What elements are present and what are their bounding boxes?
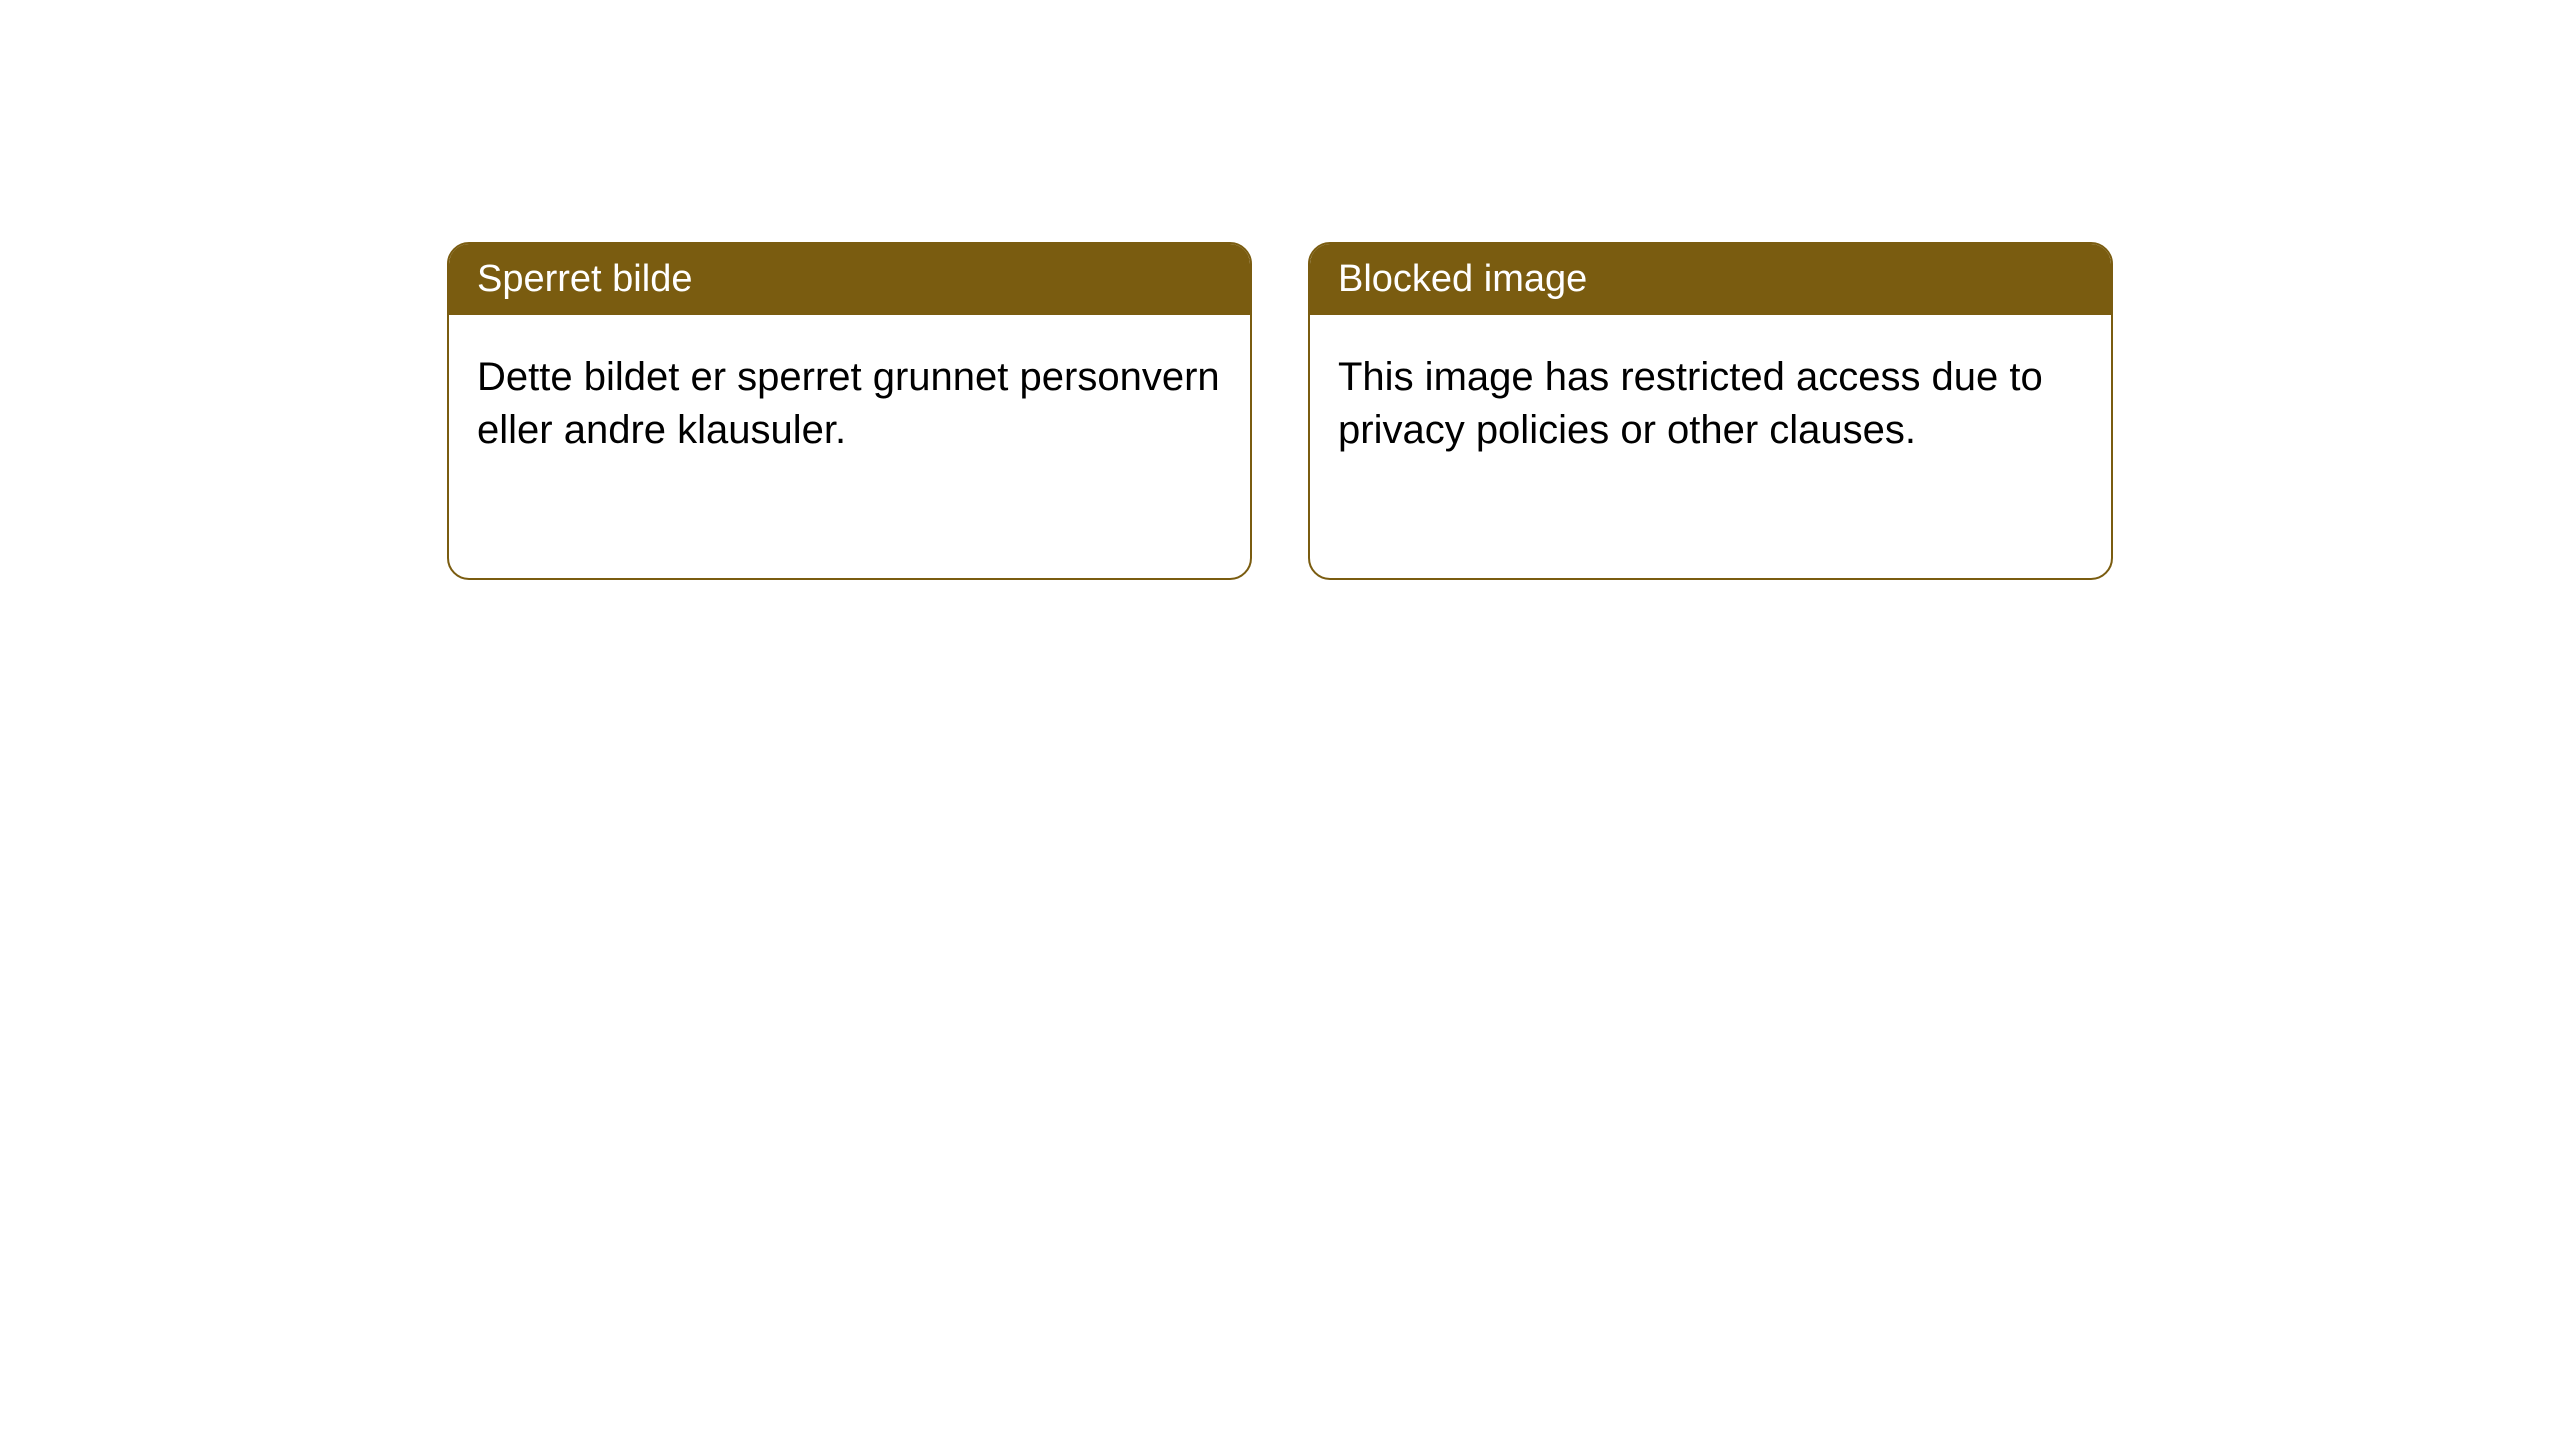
panels-container: Sperret bilde Dette bildet er sperret gr… xyxy=(447,242,2113,580)
panel-body-norwegian: Dette bildet er sperret grunnet personve… xyxy=(449,315,1250,493)
panel-body-english: This image has restricted access due to … xyxy=(1310,315,2111,493)
panel-norwegian: Sperret bilde Dette bildet er sperret gr… xyxy=(447,242,1252,580)
panel-header-norwegian: Sperret bilde xyxy=(449,244,1250,315)
panel-english: Blocked image This image has restricted … xyxy=(1308,242,2113,580)
panel-header-english: Blocked image xyxy=(1310,244,2111,315)
